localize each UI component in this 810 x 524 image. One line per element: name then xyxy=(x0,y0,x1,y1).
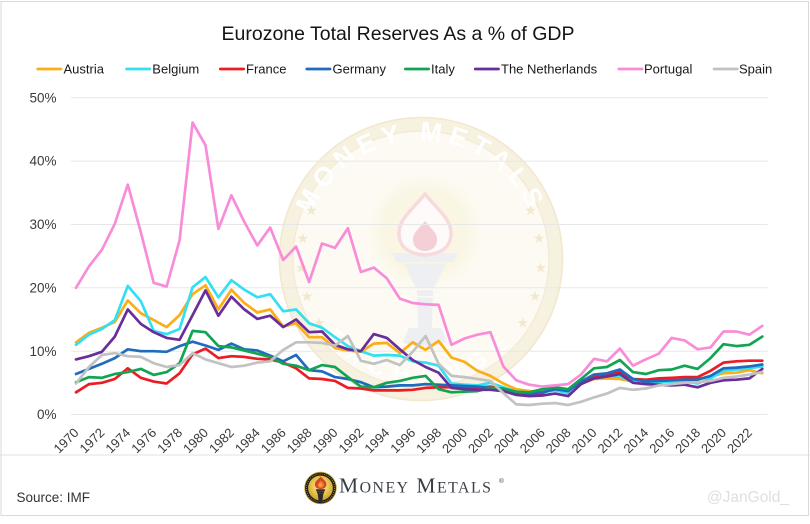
svg-text:Spain: Spain xyxy=(739,62,772,77)
svg-text:0%: 0% xyxy=(37,407,57,422)
svg-text:★: ★ xyxy=(529,288,542,304)
svg-text:Portugal: Portugal xyxy=(644,62,693,77)
svg-text:Germany: Germany xyxy=(333,62,387,77)
svg-text:★: ★ xyxy=(517,315,530,331)
svg-text:The Netherlands: The Netherlands xyxy=(501,62,598,77)
svg-text:30%: 30% xyxy=(29,217,56,232)
svg-text:★: ★ xyxy=(524,202,537,218)
svg-text:40%: 40% xyxy=(29,154,56,169)
svg-text:★: ★ xyxy=(297,230,310,246)
svg-text:®: ® xyxy=(499,477,504,485)
svg-text:50%: 50% xyxy=(29,90,56,105)
svg-text:Source: IMF: Source: IMF xyxy=(17,490,91,505)
svg-text:★: ★ xyxy=(533,230,546,246)
svg-text:Eurozone Total Reserves As a %: Eurozone Total Reserves As a % of GDP xyxy=(222,23,575,45)
svg-text:20%: 20% xyxy=(29,280,56,295)
svg-text:Italy: Italy xyxy=(431,62,455,77)
svg-text:@JanGold_: @JanGold_ xyxy=(707,489,789,506)
svg-text:★: ★ xyxy=(305,202,318,218)
svg-text:Belgium: Belgium xyxy=(152,62,199,77)
svg-text:Austria: Austria xyxy=(64,62,105,77)
svg-text:France: France xyxy=(246,62,286,77)
svg-text:10%: 10% xyxy=(29,344,56,359)
svg-text:★: ★ xyxy=(301,288,314,304)
svg-text:★: ★ xyxy=(534,259,547,275)
